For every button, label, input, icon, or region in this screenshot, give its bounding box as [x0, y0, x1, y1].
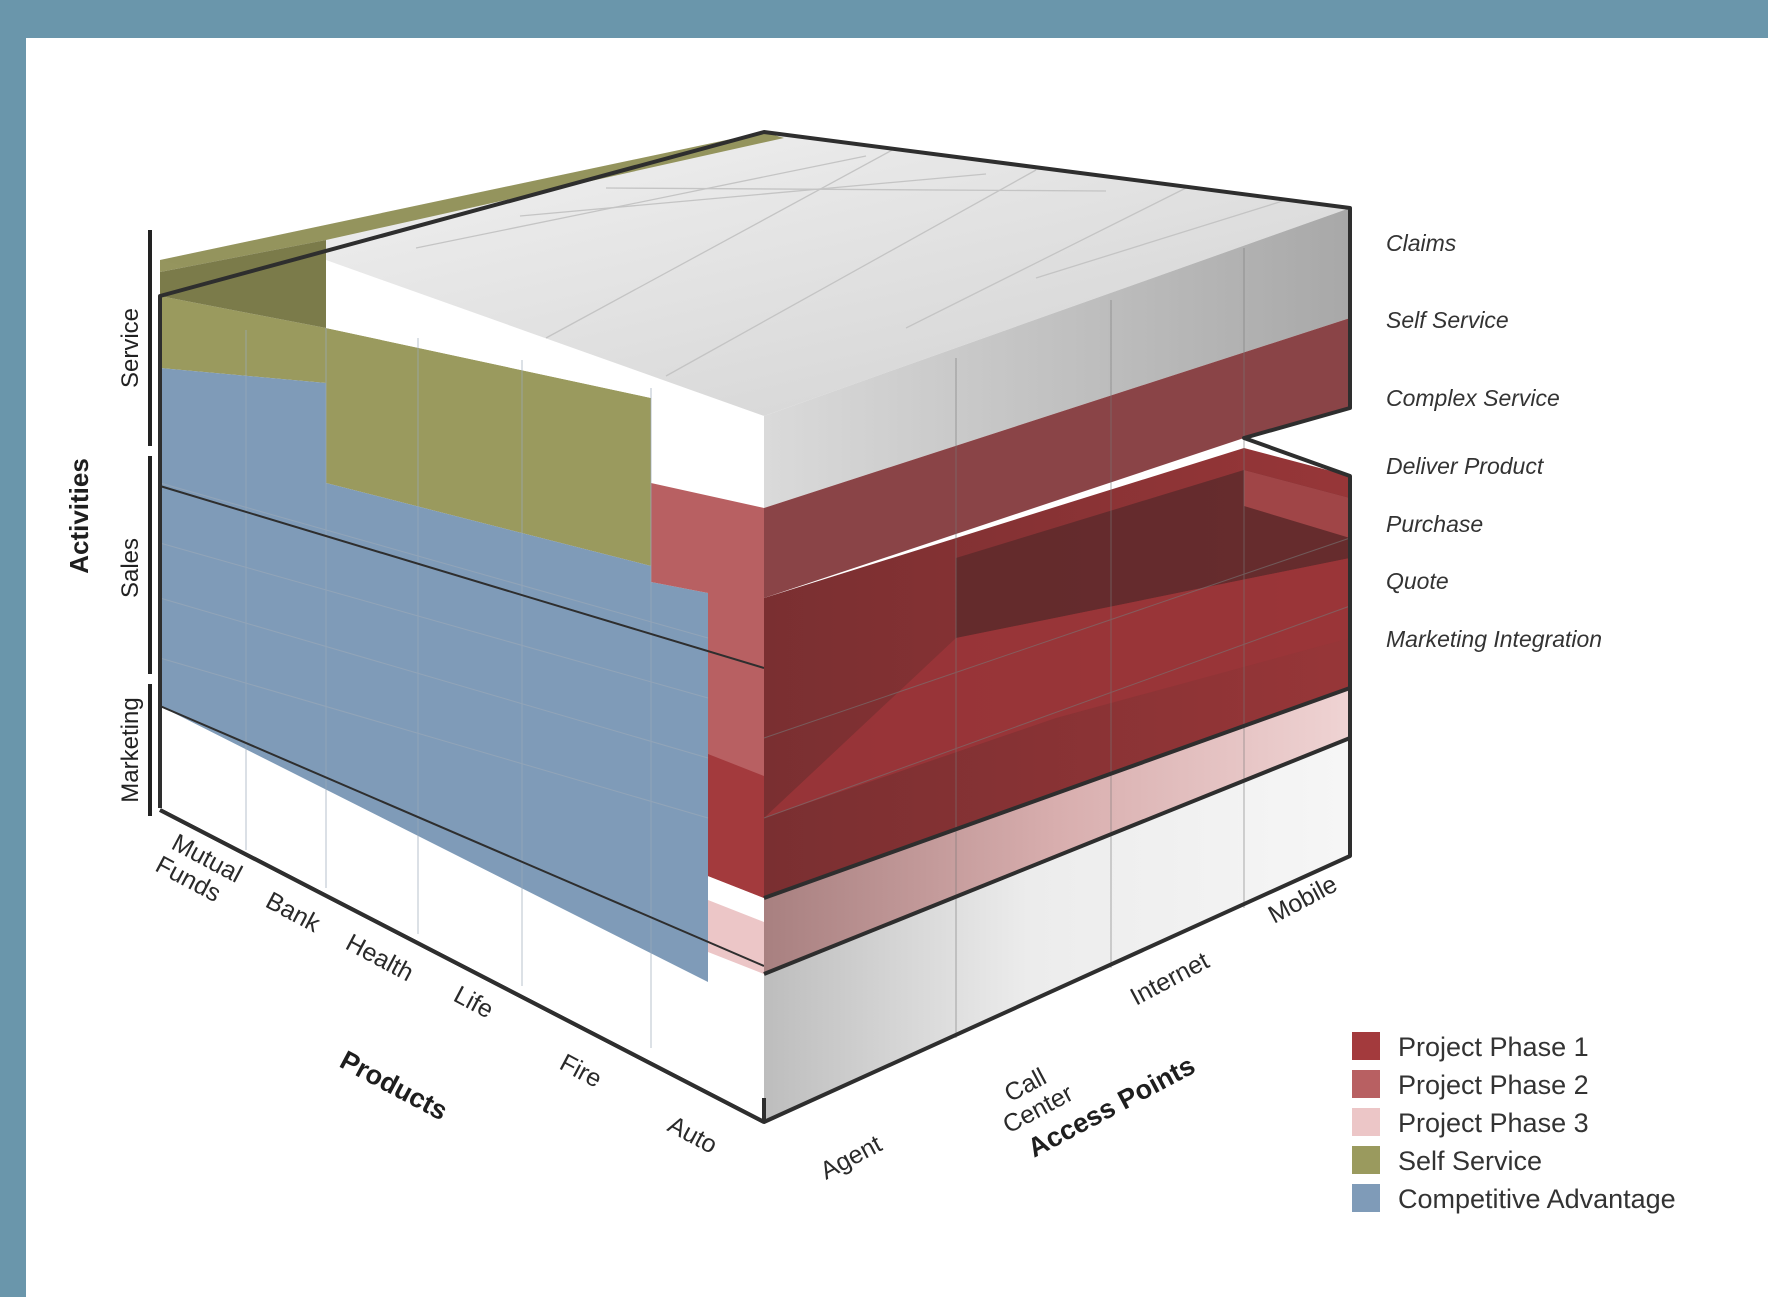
legend-item: Project Phase 1: [1352, 1032, 1589, 1062]
access-point-label: Agent: [816, 1130, 887, 1185]
left-face: [159, 240, 765, 1122]
product-label: Auto: [663, 1111, 722, 1160]
diagram-panel: Activities Service Sales Marketing Claim…: [26, 38, 1768, 1297]
legend-label: Project Phase 1: [1398, 1032, 1589, 1062]
access-point-label: CallCenter: [986, 1055, 1078, 1139]
activity-label: Marketing Integration: [1386, 626, 1602, 652]
cube-outline: [158, 130, 1352, 1124]
legend-label: Self Service: [1398, 1146, 1542, 1176]
activity-label: Deliver Product: [1386, 453, 1545, 479]
right-face: [763, 208, 1351, 1122]
legend-swatch: [1352, 1032, 1380, 1060]
product-label: Bank: [261, 887, 325, 939]
legend-swatch: [1352, 1184, 1380, 1212]
activity-label: Claims: [1386, 230, 1457, 256]
legend-swatch: [1352, 1146, 1380, 1174]
legend-item: Project Phase 2: [1352, 1070, 1589, 1100]
group-label-marketing: Marketing: [117, 697, 144, 802]
legend-swatch: [1352, 1070, 1380, 1098]
product-label: Fire: [555, 1049, 606, 1094]
activity-label: Quote: [1386, 568, 1449, 594]
access-point-label: Internet: [1126, 947, 1214, 1012]
activity-label: Complex Service: [1386, 385, 1560, 411]
legend-item: Project Phase 3: [1352, 1108, 1589, 1138]
group-label-service: Service: [117, 308, 144, 388]
activity-label: Purchase: [1386, 511, 1483, 537]
activity-label: Self Service: [1386, 307, 1509, 333]
legend-item: Competitive Advantage: [1352, 1184, 1676, 1214]
product-label: Life: [449, 981, 498, 1025]
legend: Project Phase 1 Project Phase 2 Project …: [1352, 1032, 1676, 1214]
legend-label: Project Phase 3: [1398, 1108, 1589, 1138]
group-label-sales: Sales: [117, 538, 144, 598]
legend-label: Competitive Advantage: [1398, 1184, 1676, 1214]
products-axis-title: Products: [335, 1045, 452, 1126]
activity-labels: Claims Self Service Complex Service Deli…: [1386, 230, 1602, 652]
activities-axis-title: Activities: [64, 458, 94, 574]
legend-item: Self Service: [1352, 1146, 1542, 1176]
cube-diagram: Activities Service Sales Marketing Claim…: [64, 130, 1676, 1214]
legend-label: Project Phase 2: [1398, 1070, 1589, 1100]
legend-swatch: [1352, 1108, 1380, 1136]
